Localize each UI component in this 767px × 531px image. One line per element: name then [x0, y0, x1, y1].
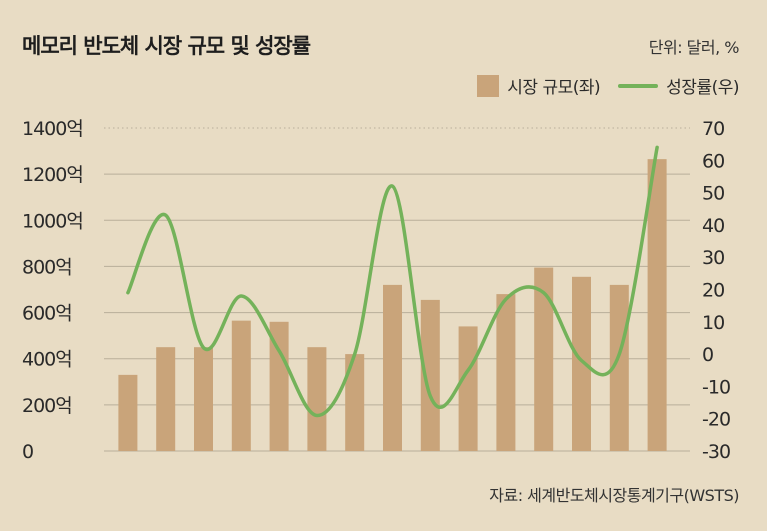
bar — [345, 354, 365, 451]
right-tick-label: 30 — [702, 247, 724, 269]
legend-line-swatch — [618, 83, 659, 88]
source-note: 자료: 세계반도체시장통계기구(WSTS) — [489, 486, 739, 505]
right-tick-label: -30 — [702, 441, 730, 463]
bar — [231, 320, 251, 451]
bar — [118, 374, 138, 451]
left-tick-label: 1000억 — [22, 210, 83, 232]
bar — [572, 276, 591, 451]
bar — [534, 267, 554, 451]
left-tick-label: 600억 — [22, 303, 72, 325]
bar — [269, 321, 289, 451]
legend-bar-swatch — [477, 74, 500, 97]
left-tick-label: 1200억 — [22, 164, 83, 186]
legend-line-label: 성장률(우) — [666, 78, 739, 98]
left-tick-label: 0 — [22, 441, 33, 463]
left-tick-label: 800억 — [22, 256, 72, 278]
growth-rate-line — [126, 145, 659, 418]
right-tick-label: 50 — [702, 183, 724, 205]
bar — [609, 284, 629, 451]
right-tick-label: 0 — [702, 344, 713, 366]
chart-title: 메모리 반도체 시장 규모 및 성장률 — [22, 34, 311, 58]
legend-bar-label: 시장 규모(좌) — [507, 78, 601, 98]
right-tick-label: 20 — [702, 280, 724, 302]
bar — [383, 284, 402, 451]
right-tick-label: -10 — [702, 376, 730, 398]
bar — [458, 326, 478, 451]
legend: 시장 규모(좌) 성장률(우) — [477, 73, 739, 98]
bar — [496, 294, 516, 451]
bar — [307, 347, 327, 451]
bar — [420, 299, 440, 451]
left-tick-label: 200억 — [22, 395, 72, 417]
right-tick-label: 60 — [702, 150, 724, 172]
right-tick-label: 40 — [702, 215, 724, 237]
left-tick-label: 1400억 — [22, 118, 83, 140]
unit-label: 단위: 달러, % — [648, 38, 740, 57]
right-tick-label: -20 — [702, 409, 730, 431]
left-tick-label: 400억 — [22, 349, 72, 371]
right-tick-label: 70 — [702, 118, 724, 140]
bar — [647, 159, 667, 451]
right-tick-label: 10 — [702, 312, 724, 334]
bar — [194, 347, 213, 451]
bar — [156, 347, 176, 451]
